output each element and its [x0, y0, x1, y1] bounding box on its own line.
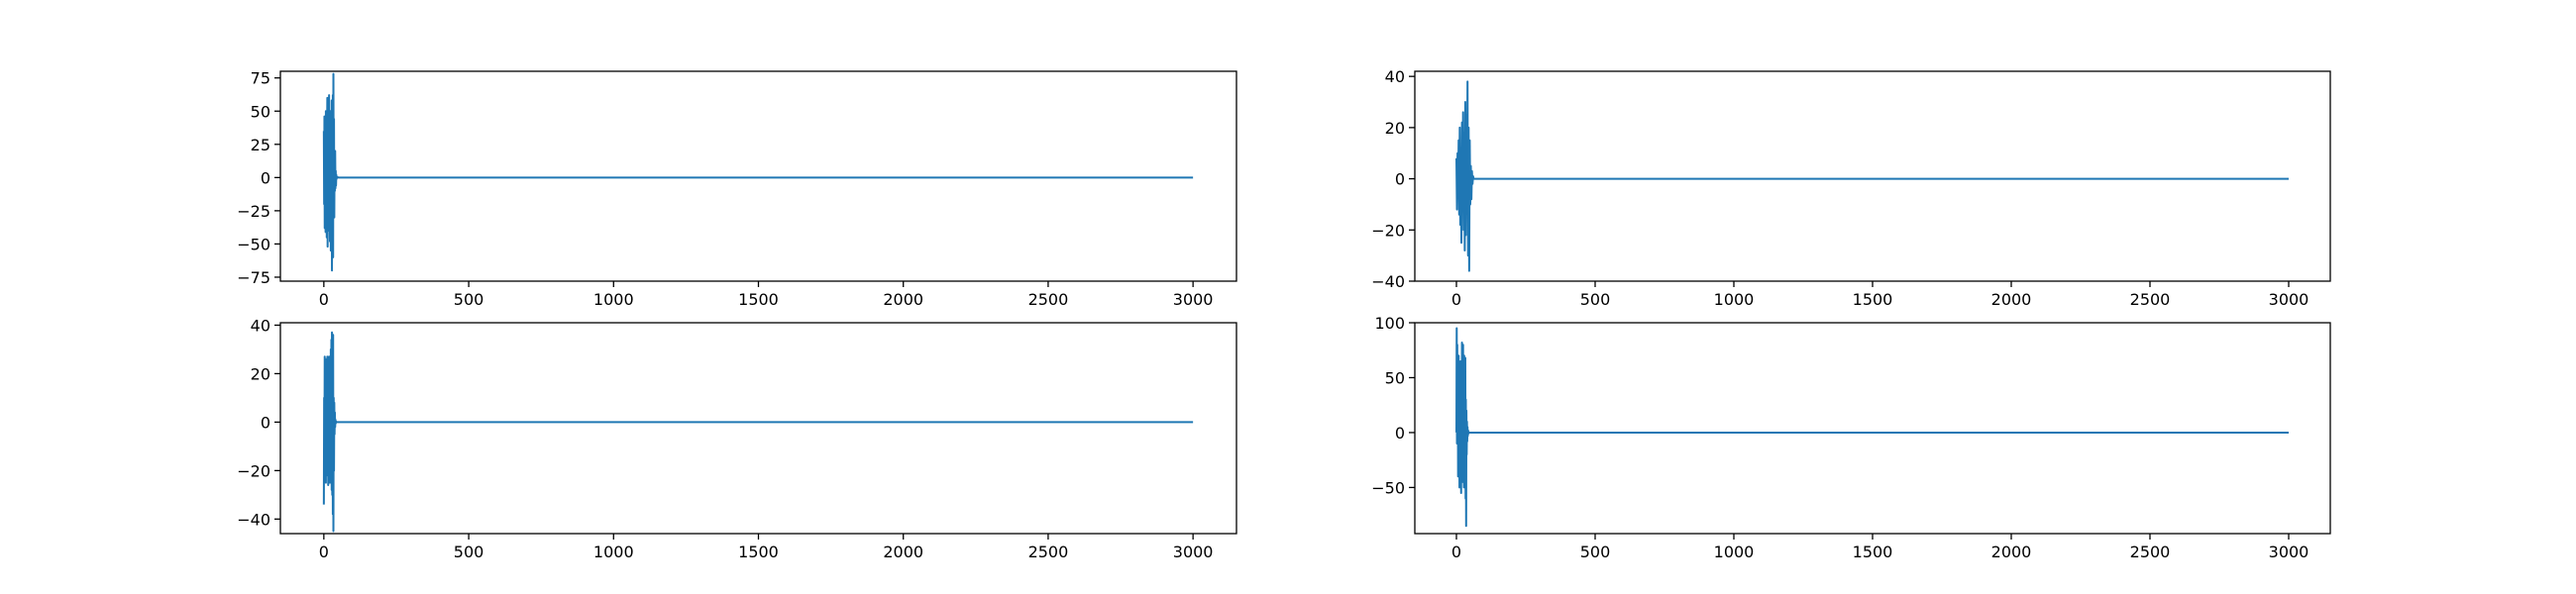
y-tick-label-bottom-left-3: 20 — [251, 364, 270, 383]
y-tick-label-bottom-right-2: 50 — [1385, 368, 1405, 387]
y-tick-label-top-right-1: −20 — [1371, 221, 1405, 240]
y-tick-label-top-right-4: 40 — [1385, 67, 1405, 86]
x-tick-label-top-left-1: 500 — [454, 290, 484, 309]
y-tick-label-bottom-left-1: −20 — [237, 461, 270, 480]
x-tick-label-top-right-4: 2000 — [1991, 290, 2032, 309]
x-tick-label-top-left-3: 1500 — [738, 290, 779, 309]
y-tick-label-bottom-right-0: −50 — [1371, 478, 1405, 497]
x-tick-label-bottom-right-6: 3000 — [2269, 543, 2309, 561]
x-tick-label-top-left-4: 2000 — [883, 290, 923, 309]
y-tick-label-bottom-left-2: 0 — [261, 413, 270, 432]
y-tick-label-top-left-4: 25 — [251, 136, 270, 154]
chart-panel-bottom-right: 0 500 1000 1500 2000 2500 3000 −50 0 50 100 — [1371, 314, 2331, 561]
x-tick-label-bottom-left-4: 2000 — [883, 543, 923, 561]
y-tick-label-top-right-0: −40 — [1371, 272, 1405, 291]
x-tick-label-bottom-left-5: 2500 — [1028, 543, 1069, 561]
y-tick-label-top-right-2: 0 — [1395, 170, 1405, 189]
x-tick-label-bottom-left-3: 1500 — [738, 543, 779, 561]
x-tick-label-top-left-2: 1000 — [593, 290, 634, 309]
chart-panel-top-right: 0 500 1000 1500 2000 2500 3000 −40 −20 0 20 40 — [1371, 67, 2331, 309]
x-tick-label-bottom-right-5: 2500 — [2130, 543, 2171, 561]
y-tick-label-top-left-1: −50 — [237, 235, 270, 253]
y-tick-label-top-left-3: 0 — [261, 168, 270, 187]
y-tick-label-bottom-right-3: 100 — [1374, 314, 1405, 333]
x-tick-label-top-left-6: 3000 — [1173, 290, 1214, 309]
y-tick-label-top-left-6: 75 — [251, 69, 270, 88]
x-tick-label-top-right-5: 2500 — [2130, 290, 2171, 309]
x-tick-label-bottom-left-6: 3000 — [1173, 543, 1214, 561]
y-tick-label-top-left-0: −75 — [237, 268, 270, 287]
series-line-top-right-0 — [1455, 80, 2289, 272]
x-tick-label-top-left-0: 0 — [319, 290, 329, 309]
x-tick-label-bottom-right-3: 1500 — [1853, 543, 1893, 561]
x-tick-label-bottom-right-4: 2000 — [1991, 543, 2032, 561]
x-tick-label-bottom-right-0: 0 — [1451, 543, 1461, 561]
x-tick-label-bottom-left-0: 0 — [319, 543, 329, 561]
series-line-bottom-left-0 — [322, 331, 1194, 533]
y-tick-label-top-left-2: −25 — [237, 202, 270, 221]
y-tick-label-bottom-left-0: −40 — [237, 510, 270, 529]
y-tick-label-bottom-right-1: 0 — [1395, 424, 1405, 443]
x-tick-label-bottom-right-1: 500 — [1580, 543, 1611, 561]
x-tick-label-top-right-0: 0 — [1451, 290, 1461, 309]
x-tick-label-bottom-left-2: 1000 — [593, 543, 634, 561]
x-tick-label-bottom-right-2: 1000 — [1714, 543, 1755, 561]
y-tick-label-top-left-5: 50 — [251, 102, 270, 121]
y-tick-label-top-right-3: 20 — [1385, 119, 1405, 138]
chart-panel-bottom-left: 0 500 1000 1500 2000 2500 3000 −40 −20 0 20 40 — [237, 316, 1237, 561]
series-line-bottom-right-0 — [1455, 327, 2289, 528]
series-line-top-left-0 — [322, 72, 1194, 272]
x-tick-label-top-right-1: 500 — [1580, 290, 1611, 309]
x-tick-label-top-right-3: 1500 — [1853, 290, 1893, 309]
x-tick-label-top-right-2: 1000 — [1714, 290, 1755, 309]
x-tick-label-top-right-6: 3000 — [2269, 290, 2309, 309]
x-tick-label-bottom-left-1: 500 — [454, 543, 484, 561]
chart-panel-top-left: 0 500 1000 1500 2000 2500 3000 −75 −50 −25 0 25 50 75 — [237, 69, 1237, 309]
x-tick-label-top-left-5: 2500 — [1028, 290, 1069, 309]
y-tick-label-bottom-left-4: 40 — [251, 316, 270, 335]
